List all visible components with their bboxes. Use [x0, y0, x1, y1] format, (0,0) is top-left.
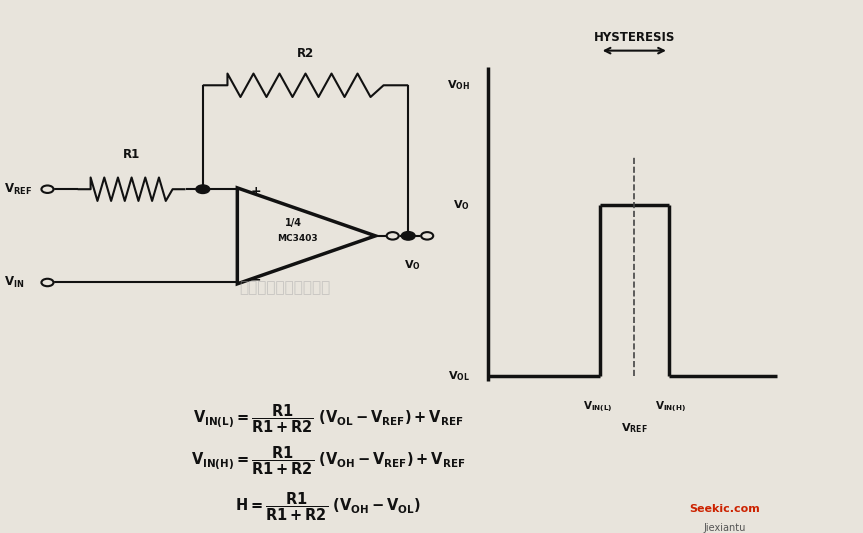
Text: +: + [251, 185, 261, 198]
Text: $\mathbf{V_{REF}}$: $\mathbf{V_{REF}}$ [621, 421, 647, 435]
Text: Seekic.com: Seekic.com [690, 504, 760, 514]
Text: $\mathbf{V_{REF}}$: $\mathbf{V_{REF}}$ [4, 182, 33, 197]
Text: −: − [251, 273, 261, 286]
Text: 杭州若睷科技有限公司: 杭州若睷科技有限公司 [239, 280, 331, 295]
Text: $\mathbf{H = \dfrac{R1}{R1 + R2}\ (V_{OH} - V_{OL})}$: $\mathbf{H = \dfrac{R1}{R1 + R2}\ (V_{OH… [235, 490, 421, 523]
Text: $\mathbf{V_{IN(H)}}$: $\mathbf{V_{IN(H)}}$ [655, 400, 686, 414]
Text: $\mathbf{V_{OH}}$: $\mathbf{V_{OH}}$ [447, 78, 470, 92]
Text: R2: R2 [297, 47, 314, 60]
Text: $\mathbf{V_O}$: $\mathbf{V_O}$ [404, 259, 421, 272]
Circle shape [387, 232, 399, 240]
Text: R1: R1 [123, 148, 140, 161]
Circle shape [196, 185, 210, 193]
Circle shape [41, 185, 54, 193]
Text: $\mathbf{V_{IN(L)}}$: $\mathbf{V_{IN(L)}}$ [583, 400, 613, 414]
Text: HYSTERESIS: HYSTERESIS [594, 31, 675, 44]
Circle shape [401, 231, 415, 240]
Text: $\mathbf{V_{OL}}$: $\mathbf{V_{OL}}$ [448, 369, 470, 383]
Text: 1/4: 1/4 [285, 217, 302, 228]
Circle shape [421, 232, 433, 240]
Circle shape [41, 279, 54, 286]
Text: Jiexiantu: Jiexiantu [703, 523, 746, 532]
Text: $\mathbf{V_O}$: $\mathbf{V_O}$ [453, 198, 470, 212]
Text: $\mathbf{V_{IN}}$: $\mathbf{V_{IN}}$ [4, 275, 25, 290]
Text: $\mathbf{V_{IN(L)} = \dfrac{R1}{R1 + R2}\ (V_{OL} - V_{REF}) + V_{REF}}$: $\mathbf{V_{IN(L)} = \dfrac{R1}{R1 + R2}… [192, 402, 463, 435]
Text: $\mathbf{V_{IN(H)} = \dfrac{R1}{R1 + R2}\ (V_{OH} - V_{REF}) + V_{REF}}$: $\mathbf{V_{IN(H)} = \dfrac{R1}{R1 + R2}… [191, 445, 465, 478]
Text: MC3403: MC3403 [277, 234, 318, 243]
